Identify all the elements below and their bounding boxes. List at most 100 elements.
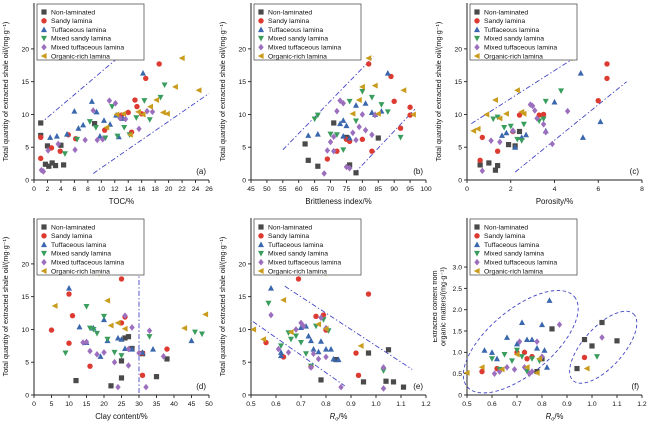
chart-e: 0.5 0.6 0.7 0.8 0.9 1.0 1.1 1.2 0 5 10 15 20 Ro/% Tota… [218, 218, 431, 423]
data-point [57, 148, 63, 154]
legend-label: Mixed tuffaceous lamina [484, 45, 557, 52]
x-tick-label: 0.8 [321, 401, 331, 408]
data-point [141, 98, 148, 104]
data-point [267, 285, 274, 291]
data-point [295, 276, 301, 282]
data-point [580, 134, 587, 140]
data-point [330, 133, 337, 141]
data-point [521, 121, 528, 128]
data-point [532, 107, 538, 114]
data-point [304, 132, 311, 138]
data-point [53, 132, 60, 139]
data-point [514, 351, 520, 358]
data-point [558, 88, 565, 94]
data-point [530, 102, 536, 110]
x-tick-label: 45 [247, 186, 255, 193]
trendline [92, 93, 210, 174]
data-point [40, 168, 47, 175]
data-point [58, 142, 64, 148]
data-point [400, 87, 406, 94]
data-point [497, 138, 503, 146]
data-point [541, 120, 547, 128]
data-point [503, 110, 510, 117]
legend-label: Sandy lamina [268, 18, 309, 25]
legend-label: Organic-rich lamina [51, 268, 110, 275]
data-point [69, 312, 76, 319]
chart-b: 45 50 55 60 65 70 75 80 85 90 95 100 0 5 10 15 20 Brittle… [218, 3, 432, 206]
data-point [80, 121, 87, 128]
data-point [527, 370, 533, 377]
data-point [76, 323, 83, 330]
x-tick-label: 26 [205, 186, 213, 193]
data-point [317, 338, 324, 344]
y-tick-label: 0 [242, 177, 246, 184]
legend-marker-diamond [474, 258, 481, 266]
data-point [90, 107, 96, 114]
data-point [160, 353, 167, 360]
x-tick-label: 90 [390, 186, 398, 193]
legend-label: Non-laminated [268, 9, 312, 16]
chart-c: 0 2 4 6 8 0 5 10 15 20 Porosity/% Total quantity of… [434, 3, 644, 206]
x-tick-label: 0 [32, 401, 36, 408]
data-point [202, 311, 209, 318]
data-point [330, 120, 336, 126]
data-point [384, 70, 391, 76]
data-point [489, 356, 496, 362]
legend: Non-laminated Sandy lamina Tuffaceous lami… [253, 218, 362, 276]
data-point [46, 163, 52, 169]
data-point [327, 138, 333, 146]
data-point [368, 131, 375, 139]
y-tick-label: 0.5 [453, 371, 463, 378]
chart-a: 0 2 4 6 8 10 12 14 16 18 20 22 24 2605101520TOC/%Tota… [1, 3, 213, 206]
series-triangle-left [51, 270, 209, 332]
y-tick-label: 15 [21, 79, 29, 86]
panel-letter: (a) [196, 167, 206, 176]
legend-marker-triangle-left [257, 268, 264, 274]
series-triangle-up [267, 285, 342, 363]
legend-label: Mixed sandy lamina [484, 36, 544, 43]
legend-label: Non-laminated [51, 224, 95, 231]
data-point [149, 108, 156, 116]
data-point [66, 285, 72, 291]
x-tick-label: 0 [32, 186, 36, 193]
data-point [314, 112, 321, 119]
legend: Non-laminated Sandy lamina Tuffaceous lami… [469, 3, 578, 61]
y-axis-label: Total quantity of extracted shale oil/(m… [218, 22, 227, 162]
data-point [72, 146, 78, 154]
data-point [122, 335, 128, 341]
legend-label: Mixed tuffaceous lamina [484, 260, 557, 267]
data-point [479, 364, 485, 371]
data-point [339, 147, 346, 153]
data-point [356, 123, 362, 131]
data-point [529, 336, 536, 343]
x-tick-label: 16 [138, 186, 146, 193]
data-point [337, 383, 344, 391]
data-point [104, 297, 111, 304]
data-point [546, 297, 553, 303]
series-diamond [38, 97, 156, 175]
x-tick-label: 25 [118, 401, 126, 408]
data-point [358, 83, 365, 90]
data-point [114, 319, 121, 326]
legend-label: Mixed sandy lamina [51, 36, 111, 43]
legend-marker-circle [257, 233, 264, 239]
data-point [96, 132, 103, 139]
data-point [497, 368, 503, 375]
legend-marker-diamond [474, 43, 481, 51]
data-point [139, 111, 146, 118]
data-point [93, 108, 100, 115]
legend-marker-triangle-left [40, 268, 47, 274]
panel-letter: (d) [196, 382, 206, 391]
legend-marker-circle [257, 18, 264, 24]
legend-label: Organic-rich lamina [268, 53, 327, 60]
legend-label: Tuffaceous lamina [268, 27, 323, 34]
y-tick-label: 15 [238, 294, 246, 301]
data-point [115, 383, 121, 391]
x-tick-label: 2 [509, 186, 513, 193]
data-point [92, 125, 99, 131]
x-tick-label: 0.6 [271, 401, 281, 408]
legend-label: Mixed tuffaceous lamina [268, 260, 341, 267]
data-point [111, 358, 118, 366]
x-tick-label: 0.6 [488, 401, 498, 408]
data-point [164, 346, 170, 352]
